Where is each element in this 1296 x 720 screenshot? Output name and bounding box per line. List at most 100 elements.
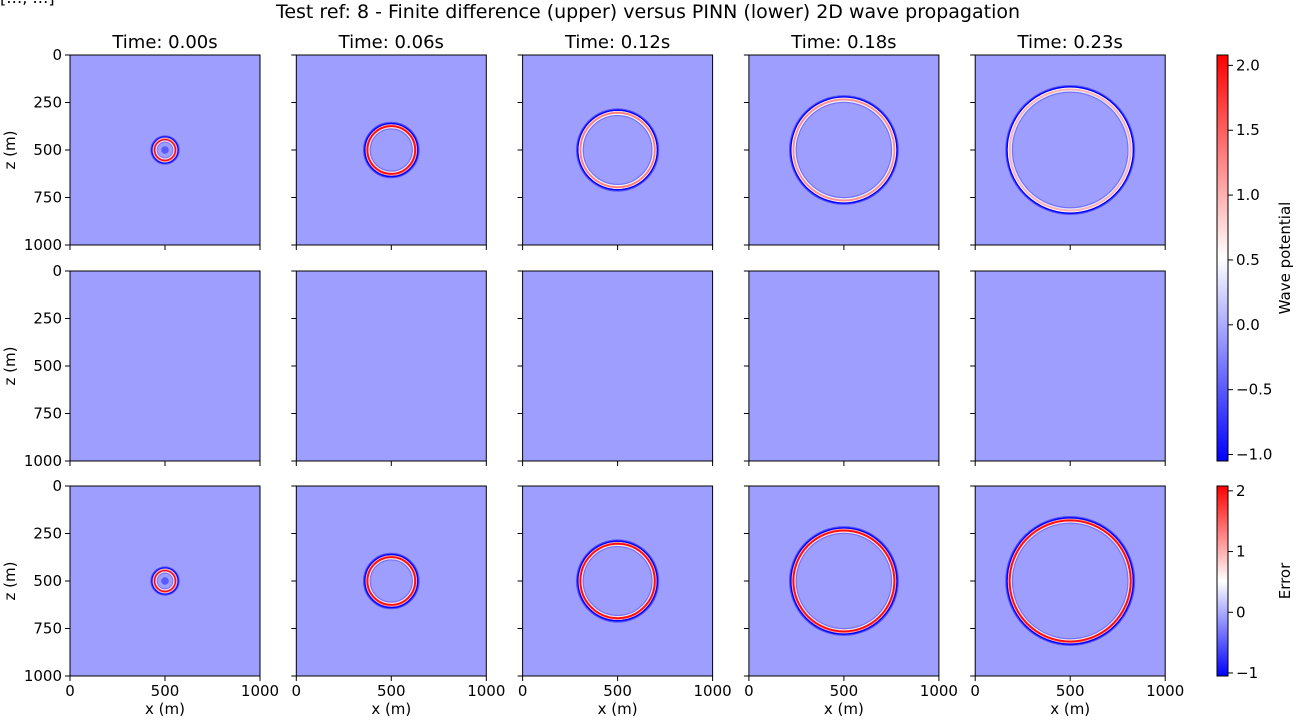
colorbar-tick-label: 0.5 bbox=[1236, 251, 1260, 269]
y-axis-label: z (m) bbox=[1, 131, 19, 170]
figure-title: Test ref: 8 - Finite difference (upper) … bbox=[275, 1, 1020, 23]
panel-r2-c1: 0 500 1000 x (m) bbox=[291, 485, 505, 718]
wavefront-ring bbox=[788, 95, 899, 205]
panel-grid: 0 250 500 750 1000 Time: 0.00s z (m) Time: 0.06… bbox=[1, 32, 1184, 718]
x-axis-label: x (m) bbox=[145, 700, 185, 718]
panel-title: Time: 0.23s bbox=[1017, 32, 1123, 53]
wavefront-ring bbox=[788, 526, 899, 636]
field-background bbox=[296, 271, 487, 461]
x-tick-label: 500 bbox=[830, 682, 859, 700]
wavefront-ring bbox=[575, 108, 660, 192]
field-background bbox=[522, 271, 713, 461]
colorbar-tick-label: −1 bbox=[1236, 664, 1258, 682]
y-tick-label: 500 bbox=[33, 357, 62, 375]
panel-title: Time: 0.00s bbox=[111, 32, 217, 53]
wavefront-ring bbox=[150, 135, 180, 165]
wavefront-ring bbox=[1005, 516, 1136, 646]
field-background bbox=[296, 486, 487, 676]
colorbar-tick-label: 1.0 bbox=[1236, 186, 1260, 204]
x-axis-label: x (m) bbox=[824, 700, 864, 718]
colorbar-tick-label: 1.5 bbox=[1236, 121, 1260, 139]
x-tick-label: 500 bbox=[377, 682, 406, 700]
y-tick-label: 750 bbox=[33, 405, 62, 423]
colorbar-tick-label: 1 bbox=[1236, 543, 1246, 561]
x-tick-label: 0 bbox=[65, 682, 75, 700]
y-tick-label: 1000 bbox=[24, 667, 62, 685]
wavefront-ring bbox=[1005, 85, 1136, 215]
panel-title: Time: 0.12s bbox=[564, 32, 670, 53]
y-tick-label: 250 bbox=[33, 310, 62, 328]
wavefront-ring bbox=[150, 566, 180, 596]
field-background bbox=[296, 55, 487, 245]
y-tick-label: 1000 bbox=[24, 452, 62, 470]
y-tick-label: 500 bbox=[33, 141, 62, 159]
panel-r1-c1 bbox=[291, 270, 487, 466]
panel-r0-c0: 0 250 500 750 1000 Time: 0.00s z (m) bbox=[1, 32, 261, 254]
panel-r0-c1: Time: 0.06s bbox=[291, 32, 487, 250]
x-tick-label: 500 bbox=[1056, 682, 1085, 700]
x-tick-label: 1000 bbox=[467, 682, 505, 700]
x-tick-label: 500 bbox=[603, 682, 632, 700]
x-axis-label: x (m) bbox=[371, 700, 411, 718]
colorbar-label: Error bbox=[1276, 562, 1294, 599]
y-tick-label: 0 bbox=[52, 477, 62, 495]
wavefront-ring bbox=[362, 121, 420, 179]
y-tick-label: 750 bbox=[33, 189, 62, 207]
field-background bbox=[748, 486, 939, 676]
x-tick-label: 0 bbox=[744, 682, 754, 700]
wavefront-ring bbox=[575, 539, 660, 623]
colorbar-tick-label: 0 bbox=[1236, 603, 1246, 621]
x-axis-label: x (m) bbox=[1050, 700, 1090, 718]
x-tick-label: 1000 bbox=[241, 682, 279, 700]
y-tick-label: 500 bbox=[33, 572, 62, 590]
colorbar-gradient bbox=[1216, 485, 1229, 677]
x-tick-label: 1000 bbox=[920, 682, 958, 700]
panel-r1-c3 bbox=[743, 270, 940, 466]
field-background bbox=[975, 55, 1166, 245]
x-tick-label: 0 bbox=[970, 682, 980, 700]
colorbar-tick-label: 0.0 bbox=[1236, 316, 1260, 334]
colorbar-gradient bbox=[1216, 54, 1229, 462]
panel-r2-c2: 0 500 1000 x (m) bbox=[517, 485, 732, 718]
panel-r0-c4: Time: 0.23s bbox=[970, 32, 1166, 250]
panel-r1-c2 bbox=[517, 270, 714, 466]
x-tick-label: 0 bbox=[292, 682, 302, 700]
panel-r0-c3: Time: 0.18s bbox=[743, 32, 940, 250]
panel-r1-c4 bbox=[970, 270, 1166, 466]
colorbar-1: −1 0 1 2 Error bbox=[1216, 482, 1294, 682]
corner-label: […, …] bbox=[0, 0, 55, 7]
colorbar-label: Wave potential bbox=[1276, 202, 1294, 315]
field-background bbox=[975, 486, 1166, 676]
x-tick-label: 1000 bbox=[694, 682, 732, 700]
field-background bbox=[522, 486, 713, 676]
x-tick-label: 1000 bbox=[1146, 682, 1184, 700]
y-axis-label: z (m) bbox=[1, 347, 19, 386]
colorbar-tick-label: 2.0 bbox=[1236, 56, 1260, 74]
x-tick-label: 0 bbox=[518, 682, 528, 700]
x-tick-label: 500 bbox=[151, 682, 180, 700]
x-axis-label: x (m) bbox=[598, 700, 638, 718]
colorbar-tick-label: 2 bbox=[1236, 482, 1246, 500]
y-tick-label: 250 bbox=[33, 525, 62, 543]
panel-r2-c3: 0 500 1000 x (m) bbox=[743, 485, 958, 718]
y-tick-label: 250 bbox=[33, 94, 62, 112]
panel-r2-c4: 0 500 1000 x (m) bbox=[970, 485, 1184, 718]
colorbar-tick-label: −1.0 bbox=[1236, 446, 1272, 464]
field-background bbox=[975, 271, 1166, 461]
y-tick-label: 750 bbox=[33, 620, 62, 638]
y-tick-label: 1000 bbox=[24, 236, 62, 254]
panel-r1-c0: 0 250 500 750 1000 z (m) bbox=[1, 262, 261, 470]
field-background bbox=[748, 271, 939, 461]
colorbar-tick-label: −0.5 bbox=[1236, 381, 1272, 399]
panel-r0-c2: Time: 0.12s bbox=[517, 32, 714, 250]
y-tick-label: 0 bbox=[52, 46, 62, 64]
colorbar-group: −1.0 −0.5 0.0 0.5 1.0 1.5 2.0 Wave potential −1 0… bbox=[1216, 54, 1294, 682]
panel-title: Time: 0.06s bbox=[338, 32, 444, 53]
y-tick-label: 0 bbox=[52, 262, 62, 280]
wavefront-ring bbox=[362, 552, 420, 610]
y-axis-label: z (m) bbox=[1, 562, 19, 601]
field-background bbox=[522, 55, 713, 245]
field-background bbox=[748, 55, 939, 245]
